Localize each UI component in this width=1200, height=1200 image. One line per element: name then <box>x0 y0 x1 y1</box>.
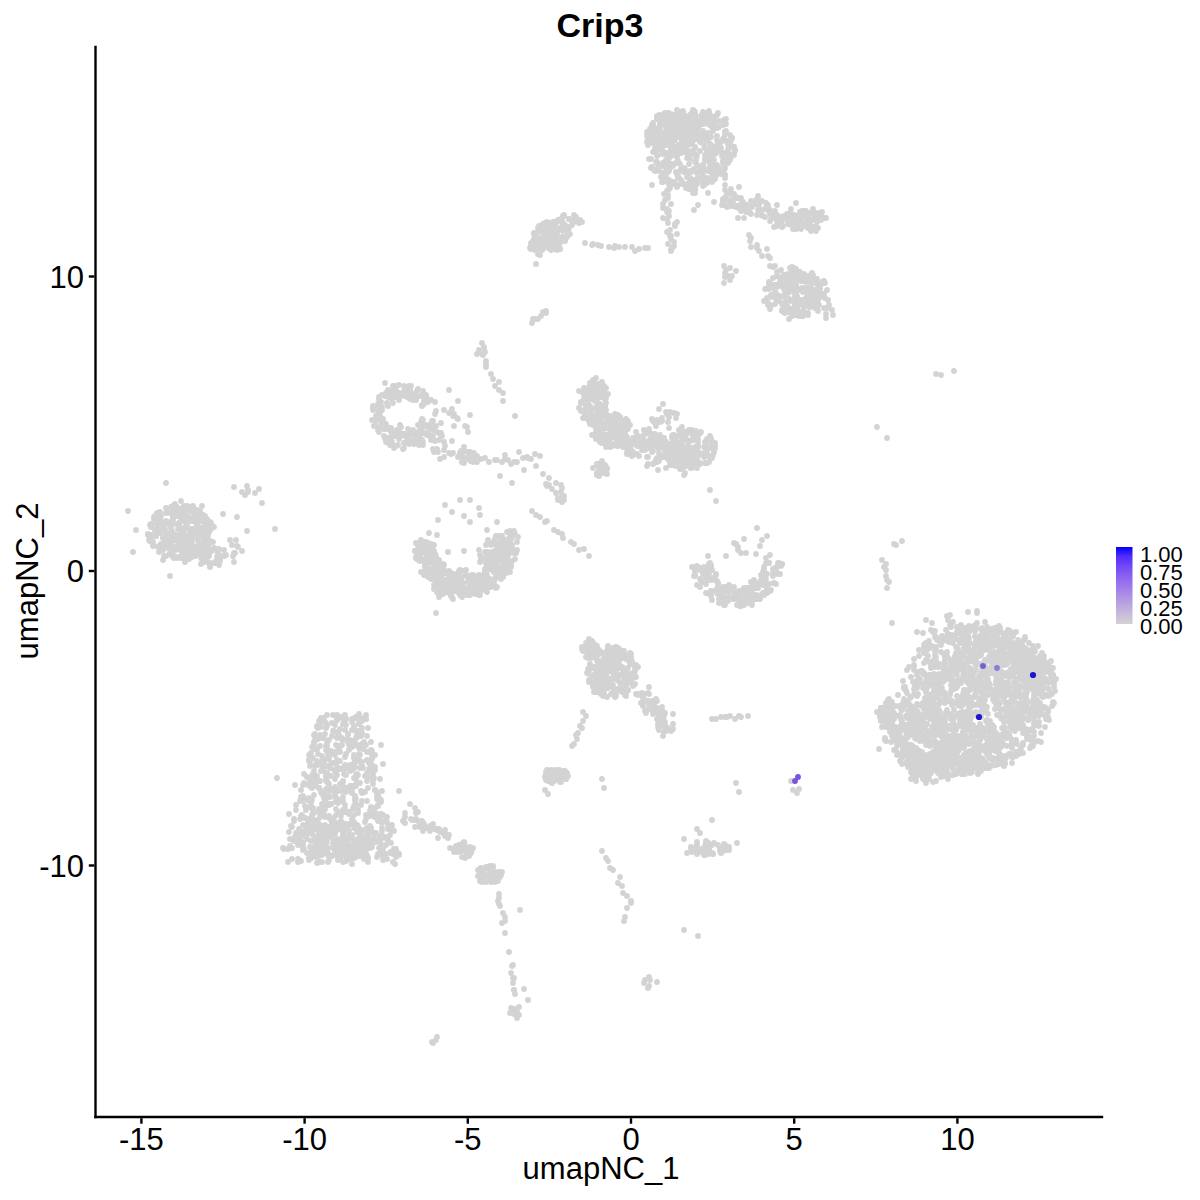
svg-text:0: 0 <box>67 554 84 589</box>
svg-text:Crip3: Crip3 <box>557 6 644 44</box>
svg-text:10: 10 <box>50 260 84 295</box>
svg-text:10: 10 <box>940 1122 974 1157</box>
svg-text:5: 5 <box>786 1122 803 1157</box>
svg-text:0.00: 0.00 <box>1140 614 1183 639</box>
svg-text:-10: -10 <box>282 1122 327 1157</box>
svg-text:-5: -5 <box>454 1122 482 1157</box>
svg-text:umapNC_1: umapNC_1 <box>523 1151 680 1186</box>
svg-text:-10: -10 <box>39 849 84 884</box>
svg-text:-15: -15 <box>119 1122 164 1157</box>
svg-text:umapNC_2: umapNC_2 <box>10 503 45 660</box>
